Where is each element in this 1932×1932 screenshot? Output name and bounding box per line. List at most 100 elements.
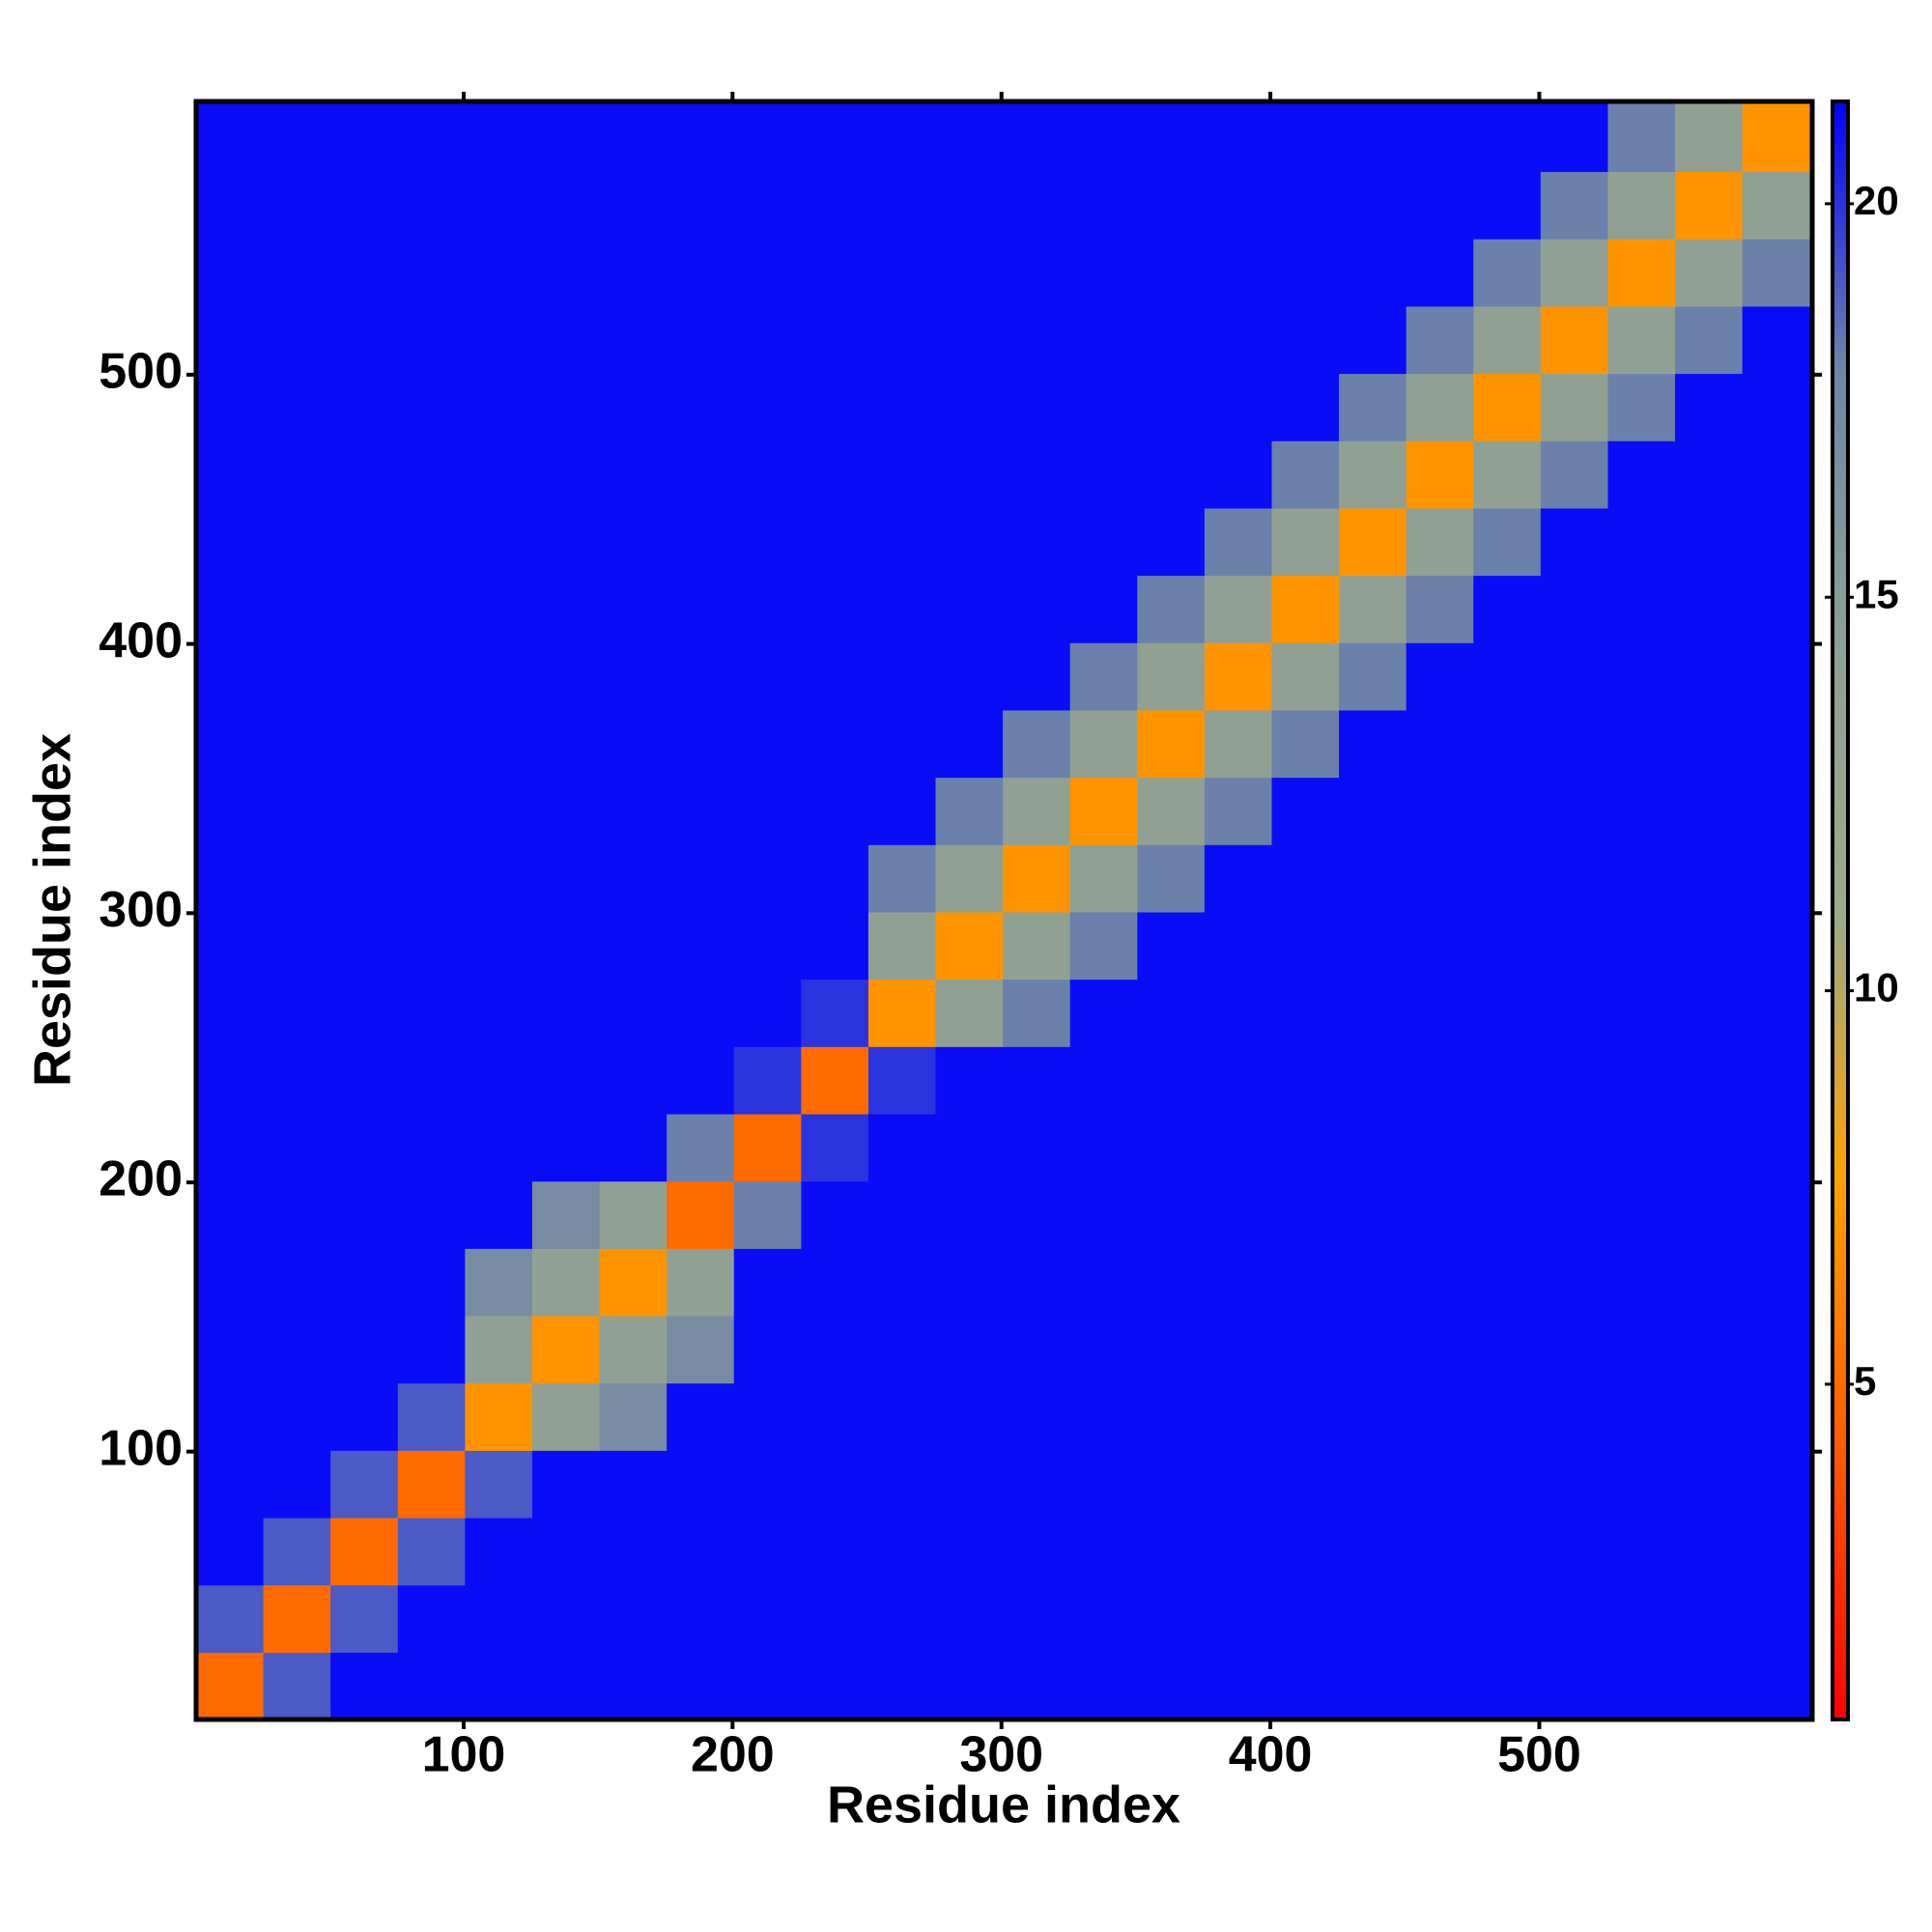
heatmap-cell	[1339, 507, 1407, 577]
heatmap-cell	[1473, 777, 1542, 845]
heatmap-cell	[599, 1315, 668, 1384]
heatmap-cell	[1069, 777, 1138, 845]
heatmap-cell	[1339, 373, 1407, 441]
heatmap-cell	[1742, 777, 1813, 845]
heatmap-cell	[667, 1113, 735, 1182]
heatmap-cell	[531, 440, 601, 509]
plot-frame	[193, 99, 1815, 1722]
heatmap-cell	[397, 373, 466, 441]
heatmap-cell	[397, 1315, 466, 1384]
heatmap-cell	[1540, 171, 1609, 240]
heatmap-cell	[801, 1315, 869, 1384]
heatmap-cell	[1473, 171, 1542, 240]
heatmap-cell	[733, 1315, 802, 1384]
heatmap-cell	[1204, 709, 1273, 779]
heatmap-cell	[667, 575, 735, 643]
heatmap-cell	[196, 1517, 265, 1586]
heatmap-cell	[1607, 373, 1676, 441]
heatmap-cell	[1406, 1180, 1474, 1249]
heatmap-cell	[263, 911, 331, 980]
heatmap-cell	[733, 1248, 802, 1317]
heatmap-cell	[935, 171, 1004, 240]
heatmap-cell	[465, 171, 533, 240]
heatmap-cell	[465, 1584, 533, 1653]
heatmap-cell	[1137, 709, 1206, 779]
heatmap-cell	[935, 101, 1004, 173]
heatmap-cell	[1742, 1652, 1813, 1720]
heatmap-cell	[531, 101, 601, 173]
heatmap-cell	[465, 844, 533, 913]
heatmap-cell	[1137, 1113, 1206, 1182]
heatmap-cell	[1742, 642, 1813, 711]
heatmap-cell	[1742, 575, 1813, 643]
heatmap-cell	[1003, 1382, 1071, 1451]
heatmap-cell	[531, 1652, 601, 1720]
heatmap-cell	[1069, 1652, 1138, 1720]
heatmap-cell	[1540, 1046, 1609, 1115]
heatmap-cell	[1607, 101, 1676, 173]
heatmap-cell	[1003, 844, 1071, 913]
heatmap-cell	[1473, 844, 1542, 913]
heatmap-cell	[196, 1450, 265, 1519]
heatmap-cell	[1473, 1450, 1542, 1519]
heatmap-cell	[1675, 1248, 1744, 1317]
heatmap-cell	[1607, 507, 1676, 577]
heatmap-cell	[1137, 1382, 1206, 1451]
heatmap-cell	[599, 575, 668, 643]
heatmap-cell	[465, 1046, 533, 1115]
heatmap-cell	[1742, 979, 1813, 1047]
heatmap-cell	[1339, 777, 1407, 845]
heatmap-cell	[733, 911, 802, 980]
heatmap-cell	[263, 777, 331, 845]
heatmap-cell	[330, 440, 399, 509]
heatmap-cell	[1271, 507, 1340, 577]
heatmap-cell	[1271, 844, 1340, 913]
heatmap-cell	[1137, 1584, 1206, 1653]
y-tick-label: 400	[99, 612, 183, 668]
heatmap-cell	[1607, 1450, 1676, 1519]
heatmap-cell	[1742, 239, 1813, 307]
heatmap-cell	[263, 305, 331, 375]
heatmap-cell	[196, 911, 265, 980]
heatmap-cell	[1675, 1652, 1744, 1720]
heatmap-cell	[867, 171, 937, 240]
heatmap-cell	[1675, 1450, 1744, 1519]
heatmap-cell	[1204, 777, 1273, 845]
heatmap-cell	[1137, 440, 1206, 509]
heatmap-cell	[667, 507, 735, 577]
heatmap-cell	[1137, 239, 1206, 307]
heatmap-cell	[1003, 911, 1071, 980]
heatmap-cell	[801, 911, 869, 980]
heatmap-cell	[1406, 1517, 1474, 1586]
heatmap-cell	[263, 507, 331, 577]
heatmap-cell	[667, 373, 735, 441]
heatmap-cell	[1069, 507, 1138, 577]
heatmap-cell	[196, 239, 265, 307]
heatmap-cell	[935, 575, 1004, 643]
heatmap-cell	[1540, 979, 1609, 1047]
heatmap-cell	[1406, 1248, 1474, 1317]
heatmap-cell	[867, 844, 937, 913]
heatmap-cell	[263, 575, 331, 643]
heatmap-cell	[330, 373, 399, 441]
heatmap-cell	[1204, 101, 1273, 173]
x-tick-label: 200	[691, 1727, 775, 1783]
heatmap-cell	[867, 440, 937, 509]
heatmap-cell	[667, 101, 735, 173]
heatmap-cell	[1406, 777, 1474, 845]
heatmap-cell	[1406, 305, 1474, 375]
heatmap-cell	[1271, 1517, 1340, 1586]
heatmap-cell	[1204, 911, 1273, 980]
heatmap-cell	[465, 1652, 533, 1720]
heatmap-cell	[599, 979, 668, 1047]
heatmap-cell	[1607, 1180, 1676, 1249]
heatmap-cell	[397, 1180, 466, 1249]
x-tick-label: 400	[1229, 1727, 1313, 1783]
heatmap-cell	[1204, 1248, 1273, 1317]
heatmap-cell	[1607, 305, 1676, 375]
heatmap-cell	[599, 1113, 668, 1182]
heatmap-cell	[1003, 575, 1071, 643]
heatmap-cell	[935, 777, 1004, 845]
heatmap-cell	[1003, 1652, 1071, 1720]
heatmap-cell	[263, 440, 331, 509]
